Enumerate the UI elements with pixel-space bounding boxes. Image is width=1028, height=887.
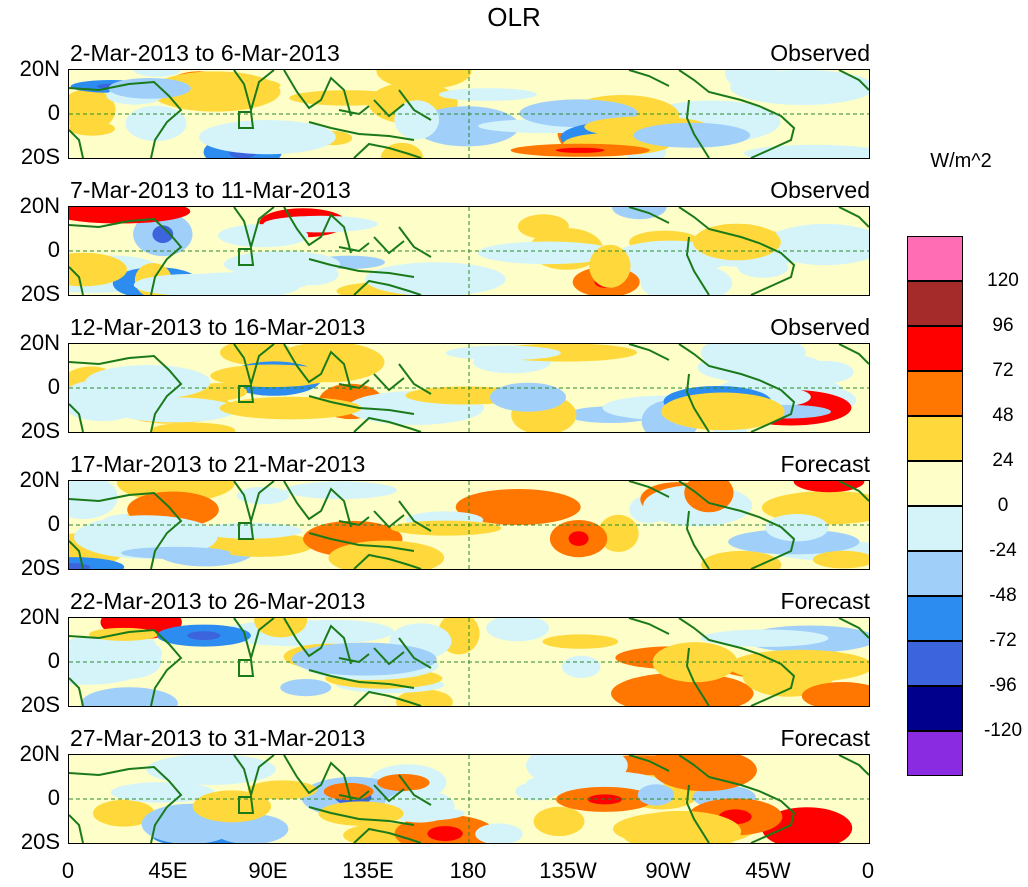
latitude-label: 0: [47, 100, 60, 125]
latitude-label: 0: [47, 511, 60, 536]
colorbar-swatch: [907, 371, 963, 416]
colorbar-swatch: [907, 506, 963, 551]
colorbar-swatch: [907, 461, 963, 506]
colorbar-label: -48: [989, 585, 1017, 606]
latitude-label: 0: [47, 648, 60, 673]
colorbar-swatch: [907, 596, 963, 641]
colorbar-swatch: [907, 686, 963, 731]
panel-period-label: 17-Mar-2013 to 21-Mar-2013: [70, 451, 366, 477]
panel-period-label: 27-Mar-2013 to 31-Mar-2013: [70, 725, 366, 751]
map-panel: [68, 343, 870, 433]
latitude-label: 20N: [19, 193, 60, 218]
longitude-label: 90E: [248, 858, 288, 883]
latitude-label: 20N: [19, 604, 60, 629]
map-panel: [68, 617, 870, 707]
colorbar-swatch: [907, 641, 963, 686]
map-panel: [68, 69, 870, 159]
figure-title: OLR: [487, 2, 541, 32]
panel-type-label: Observed: [770, 40, 870, 66]
latitude-label: 0: [47, 785, 60, 810]
panel-type-label: Observed: [770, 314, 870, 340]
latitude-label: 20N: [19, 56, 60, 81]
map-panel: [68, 480, 870, 570]
colorbar-label: -24: [989, 540, 1017, 561]
panel-type-label: Forecast: [780, 588, 870, 614]
longitude-label: 135W: [539, 858, 597, 883]
colorbar-units: W/m^2: [930, 150, 992, 172]
longitude-label: 135E: [342, 858, 394, 883]
colorbar-label: 120: [987, 270, 1019, 291]
latitude-label: 20N: [19, 467, 60, 492]
panel-type-label: Forecast: [780, 725, 870, 751]
panel-period-label: 7-Mar-2013 to 11-Mar-2013: [70, 177, 351, 203]
longitude-label: 0: [861, 858, 875, 883]
colorbar-swatch: [907, 551, 963, 596]
longitude-label: 0: [61, 858, 75, 883]
longitude-label: 45W: [745, 858, 791, 883]
colorbar-swatch: [907, 326, 963, 371]
latitude-label: 20S: [20, 692, 60, 717]
colorbar-label: 48: [992, 405, 1014, 426]
panel-type-label: Forecast: [780, 451, 870, 477]
colorbar-swatch: [907, 731, 963, 776]
panel-period-label: 22-Mar-2013 to 26-Mar-2013: [70, 588, 366, 614]
panel-type-label: Observed: [770, 177, 870, 203]
latitude-label: 20S: [20, 418, 60, 443]
colorbar-label: -120: [983, 720, 1023, 741]
latitude-label: 20N: [19, 330, 60, 355]
latitude-label: 20S: [20, 555, 60, 580]
colorbar-swatch: [907, 236, 963, 281]
panel-period-label: 12-Mar-2013 to 16-Mar-2013: [70, 314, 366, 340]
colorbar-swatch: [907, 416, 963, 461]
longitude-label: 45E: [148, 858, 188, 883]
colorbar-label: 0: [997, 495, 1009, 516]
colorbar-label: 24: [992, 450, 1014, 471]
colorbar-label: 96: [992, 315, 1014, 336]
latitude-label: 20N: [19, 741, 60, 766]
map-panel: [68, 206, 870, 296]
map-panel: [68, 754, 870, 844]
latitude-label: 20S: [20, 144, 60, 169]
panel-period-label: 2-Mar-2013 to 6-Mar-2013: [70, 40, 340, 66]
colorbar-label: -96: [989, 675, 1017, 696]
colorbar-label: 72: [992, 360, 1014, 381]
longitude-label: 90W: [645, 858, 691, 883]
latitude-label: 20S: [20, 281, 60, 306]
latitude-label: 20S: [20, 829, 60, 854]
latitude-label: 0: [47, 237, 60, 262]
colorbar-swatch: [907, 281, 963, 326]
longitude-label: 180: [449, 858, 487, 883]
colorbar-label: -72: [989, 630, 1017, 651]
latitude-label: 0: [47, 374, 60, 399]
